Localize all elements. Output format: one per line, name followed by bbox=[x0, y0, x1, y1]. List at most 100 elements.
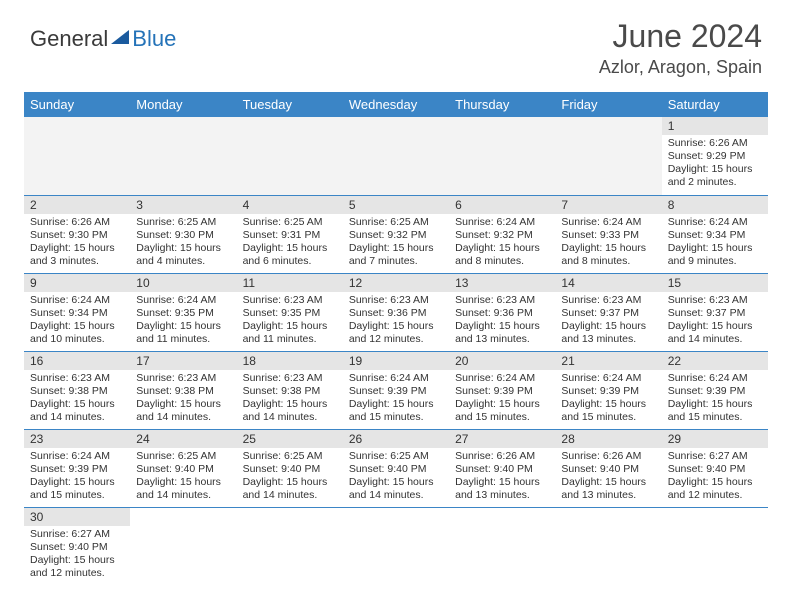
weekday-header: Monday bbox=[130, 92, 236, 117]
calendar-cell bbox=[662, 507, 768, 585]
day-number: 6 bbox=[449, 196, 555, 214]
calendar-row: 16Sunrise: 6:23 AMSunset: 9:38 PMDayligh… bbox=[24, 351, 768, 429]
day-details: Sunrise: 6:24 AMSunset: 9:39 PMDaylight:… bbox=[343, 370, 449, 429]
weekday-header: Friday bbox=[555, 92, 661, 117]
calendar-cell bbox=[130, 507, 236, 585]
month-title: June 2024 bbox=[599, 18, 762, 55]
calendar-cell: 21Sunrise: 6:24 AMSunset: 9:39 PMDayligh… bbox=[555, 351, 661, 429]
weekday-header: Thursday bbox=[449, 92, 555, 117]
calendar-cell bbox=[130, 117, 236, 195]
calendar-body: 1Sunrise: 6:26 AMSunset: 9:29 PMDaylight… bbox=[24, 117, 768, 585]
day-details: Sunrise: 6:25 AMSunset: 9:31 PMDaylight:… bbox=[237, 214, 343, 273]
calendar-cell bbox=[237, 507, 343, 585]
day-number: 14 bbox=[555, 274, 661, 292]
calendar-cell: 28Sunrise: 6:26 AMSunset: 9:40 PMDayligh… bbox=[555, 429, 661, 507]
day-number: 29 bbox=[662, 430, 768, 448]
calendar-cell bbox=[237, 117, 343, 195]
page-header: General Blue June 2024 Azlor, Aragon, Sp… bbox=[0, 0, 792, 86]
day-number: 24 bbox=[130, 430, 236, 448]
calendar-cell bbox=[24, 117, 130, 195]
calendar-cell: 24Sunrise: 6:25 AMSunset: 9:40 PMDayligh… bbox=[130, 429, 236, 507]
calendar-cell: 16Sunrise: 6:23 AMSunset: 9:38 PMDayligh… bbox=[24, 351, 130, 429]
day-number: 2 bbox=[24, 196, 130, 214]
calendar-cell: 22Sunrise: 6:24 AMSunset: 9:39 PMDayligh… bbox=[662, 351, 768, 429]
day-details: Sunrise: 6:23 AMSunset: 9:38 PMDaylight:… bbox=[130, 370, 236, 429]
day-details: Sunrise: 6:24 AMSunset: 9:39 PMDaylight:… bbox=[662, 370, 768, 429]
calendar-cell: 4Sunrise: 6:25 AMSunset: 9:31 PMDaylight… bbox=[237, 195, 343, 273]
calendar-row: 23Sunrise: 6:24 AMSunset: 9:39 PMDayligh… bbox=[24, 429, 768, 507]
calendar-cell: 9Sunrise: 6:24 AMSunset: 9:34 PMDaylight… bbox=[24, 273, 130, 351]
logo-text-general: General bbox=[30, 26, 108, 52]
calendar-cell: 7Sunrise: 6:24 AMSunset: 9:33 PMDaylight… bbox=[555, 195, 661, 273]
calendar-cell: 10Sunrise: 6:24 AMSunset: 9:35 PMDayligh… bbox=[130, 273, 236, 351]
day-number: 16 bbox=[24, 352, 130, 370]
calendar-cell bbox=[449, 507, 555, 585]
day-number: 15 bbox=[662, 274, 768, 292]
day-details: Sunrise: 6:26 AMSunset: 9:30 PMDaylight:… bbox=[24, 214, 130, 273]
day-details: Sunrise: 6:23 AMSunset: 9:37 PMDaylight:… bbox=[662, 292, 768, 351]
day-number: 13 bbox=[449, 274, 555, 292]
day-number: 17 bbox=[130, 352, 236, 370]
weekday-header: Wednesday bbox=[343, 92, 449, 117]
day-details: Sunrise: 6:24 AMSunset: 9:35 PMDaylight:… bbox=[130, 292, 236, 351]
brand-logo: General Blue bbox=[30, 18, 176, 52]
day-details: Sunrise: 6:26 AMSunset: 9:40 PMDaylight:… bbox=[555, 448, 661, 507]
day-details: Sunrise: 6:26 AMSunset: 9:40 PMDaylight:… bbox=[449, 448, 555, 507]
day-number: 18 bbox=[237, 352, 343, 370]
day-number: 25 bbox=[237, 430, 343, 448]
calendar-row: 30Sunrise: 6:27 AMSunset: 9:40 PMDayligh… bbox=[24, 507, 768, 585]
calendar-cell: 1Sunrise: 6:26 AMSunset: 9:29 PMDaylight… bbox=[662, 117, 768, 195]
day-number: 20 bbox=[449, 352, 555, 370]
day-number: 4 bbox=[237, 196, 343, 214]
day-details: Sunrise: 6:23 AMSunset: 9:38 PMDaylight:… bbox=[24, 370, 130, 429]
day-details: Sunrise: 6:23 AMSunset: 9:36 PMDaylight:… bbox=[343, 292, 449, 351]
calendar-cell: 14Sunrise: 6:23 AMSunset: 9:37 PMDayligh… bbox=[555, 273, 661, 351]
day-details: Sunrise: 6:25 AMSunset: 9:32 PMDaylight:… bbox=[343, 214, 449, 273]
calendar-cell: 17Sunrise: 6:23 AMSunset: 9:38 PMDayligh… bbox=[130, 351, 236, 429]
calendar-cell: 29Sunrise: 6:27 AMSunset: 9:40 PMDayligh… bbox=[662, 429, 768, 507]
day-number: 22 bbox=[662, 352, 768, 370]
calendar-cell: 5Sunrise: 6:25 AMSunset: 9:32 PMDaylight… bbox=[343, 195, 449, 273]
calendar-cell: 26Sunrise: 6:25 AMSunset: 9:40 PMDayligh… bbox=[343, 429, 449, 507]
day-number: 30 bbox=[24, 508, 130, 526]
calendar-cell bbox=[343, 117, 449, 195]
day-details: Sunrise: 6:23 AMSunset: 9:38 PMDaylight:… bbox=[237, 370, 343, 429]
day-number: 12 bbox=[343, 274, 449, 292]
calendar-row: 2Sunrise: 6:26 AMSunset: 9:30 PMDaylight… bbox=[24, 195, 768, 273]
weekday-header: Tuesday bbox=[237, 92, 343, 117]
day-number: 1 bbox=[662, 117, 768, 135]
calendar-cell: 19Sunrise: 6:24 AMSunset: 9:39 PMDayligh… bbox=[343, 351, 449, 429]
day-number: 26 bbox=[343, 430, 449, 448]
logo-text-blue: Blue bbox=[132, 26, 176, 52]
day-number: 5 bbox=[343, 196, 449, 214]
day-details: Sunrise: 6:27 AMSunset: 9:40 PMDaylight:… bbox=[24, 526, 130, 585]
day-details: Sunrise: 6:23 AMSunset: 9:37 PMDaylight:… bbox=[555, 292, 661, 351]
title-block: June 2024 Azlor, Aragon, Spain bbox=[599, 18, 762, 78]
day-number: 9 bbox=[24, 274, 130, 292]
location-subtitle: Azlor, Aragon, Spain bbox=[599, 57, 762, 78]
calendar-cell: 30Sunrise: 6:27 AMSunset: 9:40 PMDayligh… bbox=[24, 507, 130, 585]
day-number: 10 bbox=[130, 274, 236, 292]
day-details: Sunrise: 6:25 AMSunset: 9:40 PMDaylight:… bbox=[237, 448, 343, 507]
calendar-row: 9Sunrise: 6:24 AMSunset: 9:34 PMDaylight… bbox=[24, 273, 768, 351]
calendar-cell: 15Sunrise: 6:23 AMSunset: 9:37 PMDayligh… bbox=[662, 273, 768, 351]
calendar-cell: 11Sunrise: 6:23 AMSunset: 9:35 PMDayligh… bbox=[237, 273, 343, 351]
day-number: 28 bbox=[555, 430, 661, 448]
day-details: Sunrise: 6:24 AMSunset: 9:34 PMDaylight:… bbox=[24, 292, 130, 351]
day-number: 27 bbox=[449, 430, 555, 448]
calendar-cell: 27Sunrise: 6:26 AMSunset: 9:40 PMDayligh… bbox=[449, 429, 555, 507]
day-details: Sunrise: 6:24 AMSunset: 9:34 PMDaylight:… bbox=[662, 214, 768, 273]
day-details: Sunrise: 6:24 AMSunset: 9:33 PMDaylight:… bbox=[555, 214, 661, 273]
day-details: Sunrise: 6:26 AMSunset: 9:29 PMDaylight:… bbox=[662, 135, 768, 194]
day-details: Sunrise: 6:25 AMSunset: 9:30 PMDaylight:… bbox=[130, 214, 236, 273]
day-number: 3 bbox=[130, 196, 236, 214]
calendar-cell: 23Sunrise: 6:24 AMSunset: 9:39 PMDayligh… bbox=[24, 429, 130, 507]
calendar-cell: 8Sunrise: 6:24 AMSunset: 9:34 PMDaylight… bbox=[662, 195, 768, 273]
calendar-cell: 2Sunrise: 6:26 AMSunset: 9:30 PMDaylight… bbox=[24, 195, 130, 273]
day-details: Sunrise: 6:27 AMSunset: 9:40 PMDaylight:… bbox=[662, 448, 768, 507]
day-number: 19 bbox=[343, 352, 449, 370]
calendar-cell: 3Sunrise: 6:25 AMSunset: 9:30 PMDaylight… bbox=[130, 195, 236, 273]
calendar-cell bbox=[449, 117, 555, 195]
calendar-row: 1Sunrise: 6:26 AMSunset: 9:29 PMDaylight… bbox=[24, 117, 768, 195]
calendar-cell: 20Sunrise: 6:24 AMSunset: 9:39 PMDayligh… bbox=[449, 351, 555, 429]
